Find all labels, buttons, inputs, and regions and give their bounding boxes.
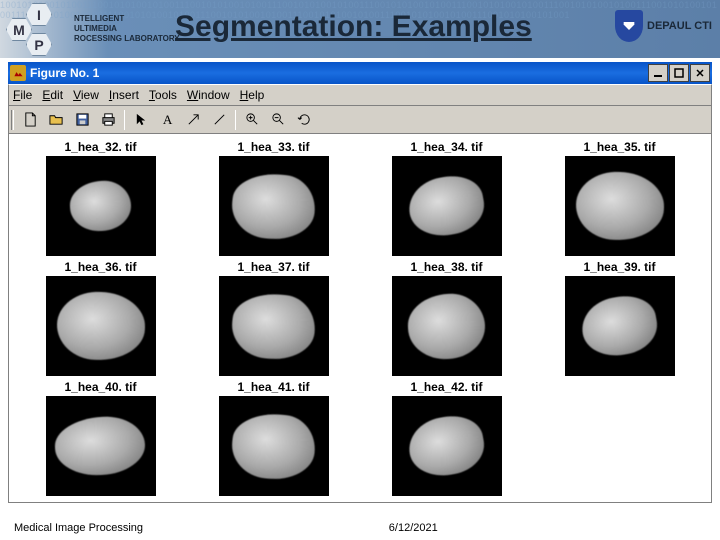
image-label: 1_hea_42. tif [410,380,482,394]
text-A-icon[interactable]: A [155,109,179,131]
segmented-region [574,170,664,241]
segmented-region [578,291,662,361]
lab-logo: I M P [6,3,76,55]
minimize-button[interactable] [648,64,668,82]
image-thumbnail[interactable] [392,276,502,376]
image-thumbnail[interactable] [46,276,156,376]
segmented-region [406,292,486,361]
image-thumbnail[interactable] [46,396,156,496]
university-logo: DEPAUL CTI [615,10,712,42]
toolbar-separator [124,110,125,130]
titlebar[interactable]: Figure No. 1 [8,62,712,84]
segmented-region [405,171,489,241]
arrow-ne-icon[interactable] [181,109,205,131]
footer-text: Medical Image Processing [14,522,706,534]
segmented-region [54,415,147,478]
segmented-region [229,289,318,362]
segmented-region [69,179,132,232]
menu-window[interactable]: Window [187,88,230,102]
image-label: 1_hea_40. tif [64,380,136,394]
image-cell: 1_hea_33. tif [202,140,345,256]
image-label: 1_hea_34. tif [410,140,482,154]
image-thumbnail[interactable] [219,156,329,256]
menubar: File Edit View Insert Tools Window Help [8,84,712,106]
image-cell: 1_hea_37. tif [202,260,345,376]
image-thumbnail[interactable] [565,276,675,376]
footer-date: 6/12/2021 [389,522,438,534]
image-cell: 1_hea_39. tif [548,260,691,376]
maximize-button[interactable] [669,64,689,82]
shield-icon [615,10,643,42]
image-label: 1_hea_35. tif [583,140,655,154]
university-name: DEPAUL CTI [647,20,712,32]
zoom-in-icon[interactable] [240,109,264,131]
image-label: 1_hea_32. tif [64,140,136,154]
image-thumbnail[interactable] [219,396,329,496]
image-grid: 1_hea_32. tif 1_hea_33. tif 1_hea_34. tif 1… [29,140,691,496]
image-cell: 1_hea_35. tif [548,140,691,256]
save-icon[interactable] [70,109,94,131]
image-cell: 1_hea_40. tif [29,380,172,496]
toolbar: A [8,106,712,134]
image-cell: 1_hea_42. tif [375,380,518,496]
hex-P: P [26,33,52,56]
figure-window: Figure No. 1 File Edit View Insert Tools… [8,62,712,503]
window-controls [648,64,710,82]
menu-file[interactable]: File [13,88,32,102]
menu-edit[interactable]: Edit [42,88,63,102]
slide-header: 1001010100101001110010101001010011100101… [0,0,720,58]
image-thumbnail[interactable] [392,396,502,496]
toolbar-separator [235,110,236,130]
figure-icon [10,65,26,81]
segmented-region [229,409,318,482]
image-thumbnail[interactable] [46,156,156,256]
print-icon[interactable] [96,109,120,131]
image-cell: 1_hea_32. tif [29,140,172,256]
menu-tools[interactable]: Tools [149,88,177,102]
line-icon[interactable] [207,109,231,131]
image-thumbnail[interactable] [219,276,329,376]
segmented-region [405,411,489,481]
close-button[interactable] [690,64,710,82]
toolbar-grip[interactable] [11,110,14,130]
image-cell: 1_hea_36. tif [29,260,172,376]
segmented-region [55,290,145,361]
image-label: 1_hea_41. tif [237,380,309,394]
hex-I: I [26,3,52,26]
menu-help[interactable]: Help [240,88,265,102]
pointer-icon[interactable] [129,109,153,131]
page-title: Segmentation: Examples [175,10,532,44]
image-cell: 1_hea_38. tif [375,260,518,376]
svg-text:A: A [162,112,172,127]
open-icon[interactable] [44,109,68,131]
menu-view[interactable]: View [73,88,99,102]
rotate-icon[interactable] [292,109,316,131]
zoom-out-icon[interactable] [266,109,290,131]
menu-insert[interactable]: Insert [109,88,139,102]
new-icon[interactable] [18,109,42,131]
image-thumbnail[interactable] [392,156,502,256]
image-label: 1_hea_39. tif [583,260,655,274]
image-label: 1_hea_33. tif [237,140,309,154]
figure-body: 1_hea_32. tif 1_hea_33. tif 1_hea_34. tif 1… [8,134,712,503]
image-label: 1_hea_37. tif [237,260,309,274]
hex-M: M [6,18,32,41]
image-label: 1_hea_36. tif [64,260,136,274]
lab-logo-text: NTELLIGENT ULTIMEDIA ROCESSING LABORATOR… [74,14,180,44]
image-label: 1_hea_38. tif [410,260,482,274]
image-cell: 1_hea_41. tif [202,380,345,496]
footer: Medical Image Processing 6/12/2021 [0,522,720,534]
image-cell: 1_hea_34. tif [375,140,518,256]
segmented-region [229,169,318,242]
image-thumbnail[interactable] [565,156,675,256]
window-title: Figure No. 1 [30,66,648,80]
